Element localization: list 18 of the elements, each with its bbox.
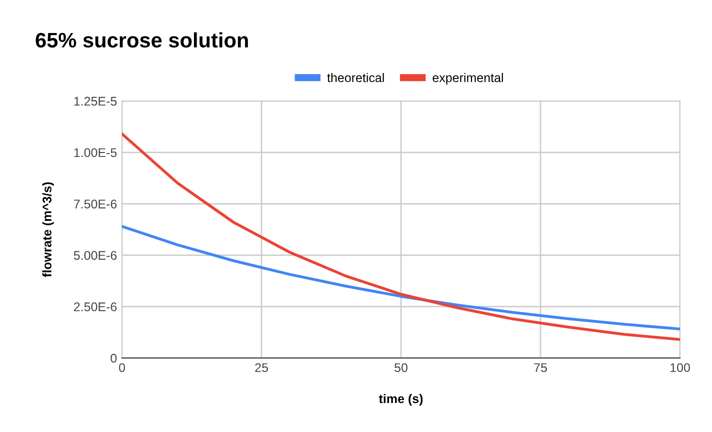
y-tick-label: 7.50E-6 bbox=[74, 200, 117, 208]
x-tick-label: 0 bbox=[119, 363, 125, 372]
legend-label: experimental bbox=[432, 72, 503, 85]
y-tick-label: 1.00E-5 bbox=[74, 148, 117, 158]
x-tick-label: 50 bbox=[394, 363, 408, 372]
line-series bbox=[122, 132, 680, 341]
y-tick-label: 5.00E-6 bbox=[74, 251, 117, 260]
x-tick-label: 100 bbox=[670, 363, 690, 372]
x-axis-title: time (s) bbox=[378, 394, 423, 406]
y-tick-label: 1.25E-5 bbox=[74, 96, 117, 106]
y-axis-title: flowrate (m^3/s) bbox=[42, 182, 54, 278]
y-tick-label: 2.50E-6 bbox=[74, 302, 117, 312]
x-tick-label: 75 bbox=[534, 363, 547, 372]
line-series bbox=[122, 225, 680, 330]
legend-label: theoretical bbox=[327, 72, 384, 82]
y-tick-label: 0 bbox=[110, 354, 117, 363]
chart-title: 65% sucrose solution bbox=[36, 32, 248, 48]
x-tick-label: 25 bbox=[255, 363, 268, 372]
